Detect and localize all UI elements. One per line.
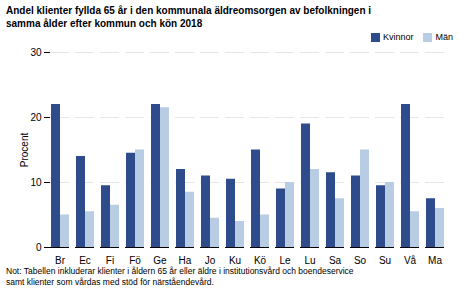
svg-text:Procent: Procent bbox=[19, 132, 30, 167]
svg-text:Ge: Ge bbox=[153, 254, 167, 264]
svg-text:Jo: Jo bbox=[205, 254, 216, 264]
svg-text:20: 20 bbox=[30, 111, 42, 122]
svg-text:10: 10 bbox=[30, 176, 42, 187]
svg-text:0: 0 bbox=[36, 241, 42, 252]
svg-text:Su: Su bbox=[379, 254, 391, 264]
svg-text:Sa: Sa bbox=[329, 254, 342, 264]
html-text:Män: Män bbox=[435, 32, 453, 42]
svg-text:30: 30 bbox=[30, 46, 42, 57]
html-text:Kvinnor: Kvinnor bbox=[383, 32, 414, 42]
svg-text:Kö: Kö bbox=[254, 254, 267, 264]
svg-text:Br: Br bbox=[55, 254, 66, 264]
html-text:Andel klienter fyllda 65 år i: Andel klienter fyllda 65 år i den kommun… bbox=[6, 5, 372, 29]
svg-text:Fö: Fö bbox=[129, 254, 141, 264]
svg-text:Ec: Ec bbox=[79, 254, 91, 264]
svg-text:Vå: Vå bbox=[404, 254, 417, 264]
svg-text:Ku: Ku bbox=[229, 254, 241, 264]
html-text:Not: Tabellen inkluderar klien: Not: Tabellen inkluderar klienter i ålde… bbox=[6, 265, 354, 287]
svg-text:Lu: Lu bbox=[304, 254, 315, 264]
svg-text:So: So bbox=[354, 254, 367, 264]
svg-text:Ha: Ha bbox=[179, 254, 192, 264]
svg-text:Ma: Ma bbox=[428, 254, 442, 264]
svg-text:Fi: Fi bbox=[106, 254, 114, 264]
svg-text:Le: Le bbox=[279, 254, 291, 264]
